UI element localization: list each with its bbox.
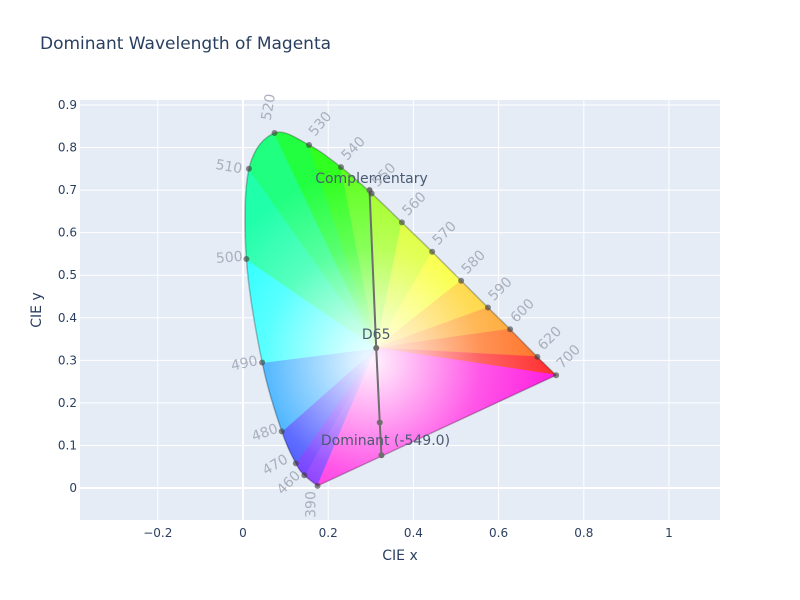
chart-title: Dominant Wavelength of Magenta [40, 34, 332, 54]
y-tick-label: 0.5 [58, 268, 77, 282]
wavelength-marker [534, 353, 541, 360]
y-tick-label: 0 [69, 481, 77, 495]
wavelength-marker [243, 256, 250, 263]
annotation-complementary: Complementary [315, 171, 428, 187]
wavelength-marker [398, 219, 405, 226]
x-tick-label: 0 [239, 526, 247, 540]
wavelength-label: 520 [259, 93, 279, 122]
wavelength-marker [259, 359, 266, 366]
annotation-dominant: Dominant (-549.0) [321, 433, 450, 449]
x-tick-label: 0.4 [404, 526, 423, 540]
wavelength-marker [429, 248, 436, 255]
annotation-d65: D65 [362, 327, 391, 343]
wavelength-marker [278, 428, 285, 435]
wavelength-marker [292, 460, 299, 467]
y-tick-label: 0.6 [58, 226, 77, 240]
line-point[interactable] [376, 419, 383, 426]
y-tick-label: 0.9 [58, 98, 77, 112]
wavelength-marker [507, 326, 514, 333]
x-tick-label: 0.6 [489, 526, 508, 540]
line-point[interactable] [373, 344, 380, 351]
y-tick-label: 0.2 [58, 396, 77, 410]
wavelength-label: 510 [214, 157, 243, 177]
x-tick-label: 1 [665, 526, 673, 540]
wavelength-marker [337, 164, 344, 171]
wavelength-label: 390 [304, 491, 320, 518]
wavelength-marker [306, 141, 313, 148]
y-tick-label: 0.7 [58, 183, 77, 197]
gridlines [80, 100, 720, 520]
axis-ticks: −0.2 0 0.2 0.4 0.6 0.8 1 0 0.1 0.2 0.3 0.4 0.5 0.6 0.7… [58, 98, 673, 540]
y-axis-title: CIE y [29, 292, 45, 328]
y-tick-label: 0.1 [58, 438, 77, 452]
x-tick-label: −0.2 [143, 526, 172, 540]
x-axis-title: CIE x [382, 548, 418, 564]
x-tick-label: 0.2 [319, 526, 338, 540]
y-tick-label: 0.4 [58, 311, 77, 325]
y-tick-label: 0.8 [58, 141, 77, 155]
dominant-line: Complementary D65 Dominant (-549.0) [315, 171, 450, 459]
wavelength-marker [245, 165, 252, 172]
x-tick-label: 0.8 [574, 526, 593, 540]
line-point[interactable] [378, 452, 385, 459]
wavelength-label: 490 [230, 353, 259, 374]
wavelength-marker [553, 372, 560, 379]
wavelength-marker [484, 304, 491, 311]
wavelength-marker [271, 130, 278, 137]
wavelength-marker [458, 277, 465, 284]
wavelength-marker [368, 190, 375, 197]
wavelength-marker [301, 472, 308, 479]
wavelength-marker [314, 482, 321, 489]
y-tick-label: 0.3 [58, 353, 77, 367]
wavelength-label: 500 [215, 249, 243, 267]
